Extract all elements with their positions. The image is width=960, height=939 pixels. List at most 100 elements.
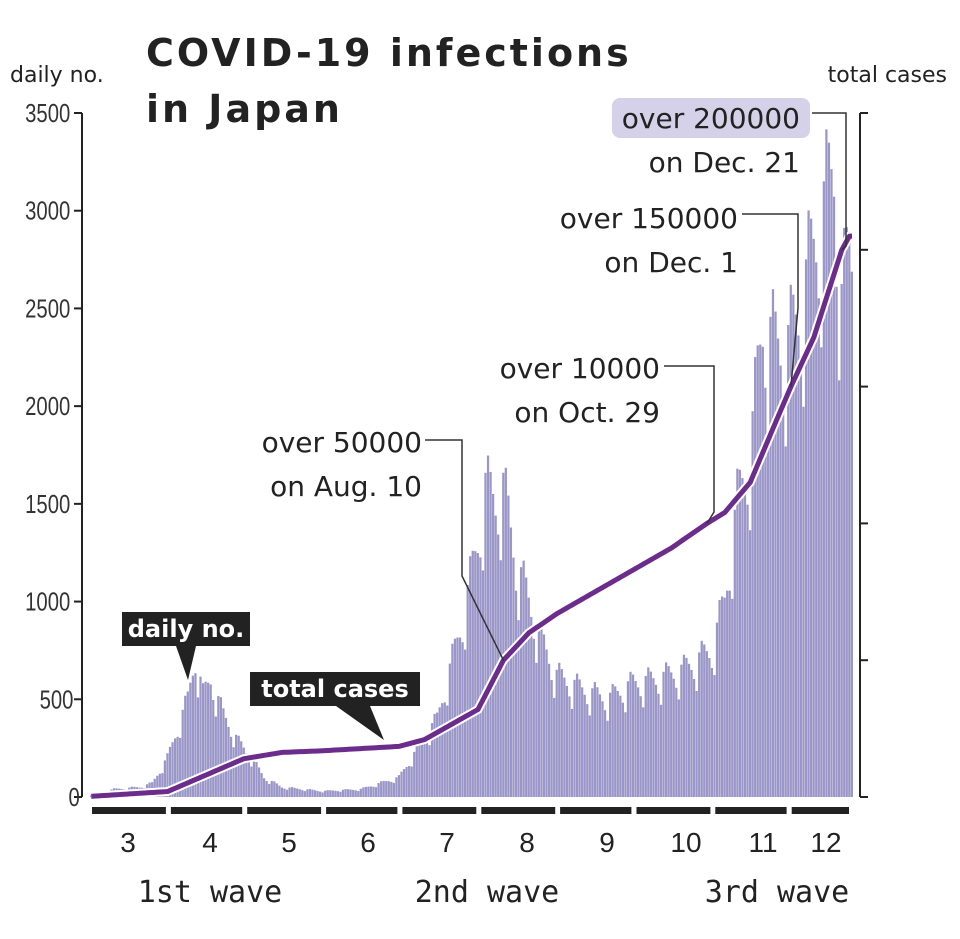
daily-bar bbox=[812, 238, 815, 798]
daily-bar bbox=[469, 556, 472, 797]
daily-bar bbox=[296, 788, 299, 797]
daily-bar bbox=[787, 325, 790, 797]
daily-bar bbox=[390, 781, 393, 797]
daily-bar bbox=[710, 668, 714, 797]
right-axis-title: total cases bbox=[828, 63, 947, 88]
daily-bar bbox=[168, 746, 172, 797]
daily-bar bbox=[224, 717, 228, 797]
daily-bar bbox=[657, 693, 660, 797]
daily-bar bbox=[680, 664, 683, 797]
highlight-box bbox=[612, 98, 810, 138]
daily-bar bbox=[397, 775, 401, 797]
daily-bar bbox=[443, 702, 446, 797]
daily-bar bbox=[825, 129, 828, 798]
daily-bar bbox=[324, 790, 327, 797]
daily-bar bbox=[731, 598, 734, 797]
daily-bar bbox=[532, 638, 535, 797]
daily-bar bbox=[486, 455, 490, 797]
daily-bar bbox=[743, 487, 747, 797]
daily-bar bbox=[285, 789, 289, 797]
daily-bar bbox=[464, 649, 467, 797]
daily-bar bbox=[367, 786, 370, 797]
daily-bar bbox=[756, 345, 759, 797]
daily-bar bbox=[667, 666, 670, 797]
daily-bar bbox=[817, 298, 820, 797]
daily-bar bbox=[354, 790, 357, 797]
daily-bar bbox=[723, 597, 726, 797]
daily-bar bbox=[331, 790, 334, 797]
daily-bar bbox=[232, 747, 235, 797]
daily-bar bbox=[776, 338, 780, 797]
daily-bar bbox=[298, 789, 301, 797]
left-axis-tick-label: 1000 bbox=[25, 587, 70, 616]
daily-bar bbox=[545, 649, 548, 797]
daily-bar bbox=[698, 652, 701, 797]
daily-bar bbox=[263, 778, 266, 797]
daily-tag: daily no. bbox=[122, 612, 250, 680]
annotation-leader bbox=[425, 439, 505, 661]
daily-bar bbox=[736, 468, 739, 797]
daily-bar bbox=[273, 781, 276, 797]
month-label: 7 bbox=[439, 827, 455, 858]
daily-bar bbox=[626, 681, 630, 797]
daily-bar bbox=[588, 715, 591, 797]
daily-bar bbox=[275, 783, 278, 797]
daily-bar bbox=[194, 673, 197, 797]
daily-bar bbox=[514, 590, 518, 797]
daily-bar bbox=[369, 786, 373, 797]
daily-bar bbox=[672, 678, 675, 797]
daily-bar bbox=[519, 567, 523, 797]
daily-bar bbox=[336, 791, 340, 797]
daily-bar bbox=[838, 380, 841, 797]
month-label: 10 bbox=[670, 827, 701, 858]
daily-bar bbox=[179, 737, 182, 797]
daily-bar bbox=[382, 780, 385, 797]
daily-bar bbox=[705, 651, 708, 797]
daily-bar bbox=[746, 504, 749, 797]
daily-bar bbox=[196, 697, 200, 797]
daily-bar bbox=[558, 662, 561, 797]
daily-bar bbox=[639, 696, 642, 797]
daily-bar bbox=[410, 766, 413, 797]
daily-bar bbox=[583, 694, 586, 797]
daily-bar bbox=[173, 738, 177, 797]
annotation-text: on Dec. 21 bbox=[649, 146, 800, 179]
wave-label: 2nd wave bbox=[415, 875, 560, 910]
annotation-leader bbox=[664, 365, 715, 524]
daily-bar bbox=[189, 682, 192, 797]
daily-bar bbox=[830, 169, 833, 798]
daily-bar bbox=[237, 735, 240, 797]
daily-bar bbox=[214, 716, 217, 797]
daily-bar bbox=[293, 787, 296, 797]
daily-bar bbox=[840, 284, 843, 797]
daily-bar bbox=[446, 705, 449, 797]
daily-bar bbox=[720, 596, 724, 797]
daily-bar bbox=[703, 644, 706, 797]
daily-bar bbox=[362, 787, 365, 797]
daily-bar bbox=[438, 707, 441, 797]
daily-bar bbox=[316, 790, 319, 797]
daily-bar bbox=[631, 674, 635, 797]
daily-bar bbox=[430, 723, 434, 797]
left-axis-tick-label: 2000 bbox=[25, 392, 70, 421]
daily-bar bbox=[810, 218, 813, 797]
daily-bar bbox=[502, 472, 505, 797]
daily-bar bbox=[405, 766, 408, 797]
daily-bar bbox=[603, 710, 607, 797]
month-label: 3 bbox=[120, 827, 136, 858]
daily-bar bbox=[827, 142, 831, 797]
total-cases-line bbox=[91, 233, 852, 799]
daily-bar bbox=[308, 789, 312, 797]
daily-bar bbox=[530, 616, 533, 797]
daily-bar bbox=[392, 782, 395, 797]
daily-bar bbox=[555, 669, 558, 797]
daily-bar bbox=[748, 530, 752, 797]
annotation-text: over 200000 bbox=[622, 102, 800, 135]
daily-bar bbox=[560, 669, 563, 797]
left-axis-tick-label: 500 bbox=[40, 685, 74, 714]
daily-bar bbox=[318, 791, 322, 797]
total-tag-label: total cases bbox=[261, 675, 408, 703]
daily-bar bbox=[792, 294, 795, 797]
daily-bar bbox=[240, 741, 243, 797]
month-segment bbox=[247, 807, 322, 814]
